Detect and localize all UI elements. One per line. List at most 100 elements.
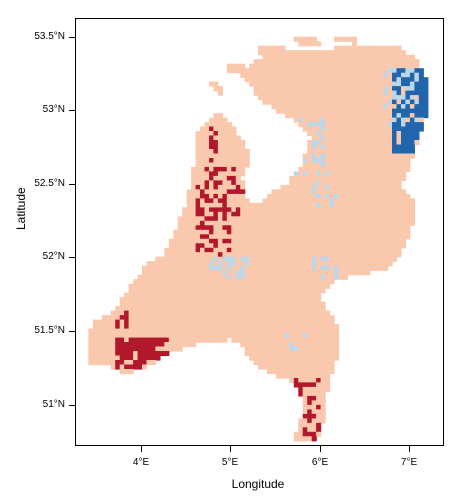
map-cell [204, 216, 210, 222]
map-cell [302, 369, 308, 375]
map-cell [320, 328, 326, 334]
map-cell [414, 131, 420, 137]
map-cell [329, 59, 335, 65]
map-cell [316, 113, 322, 119]
map-cell [298, 238, 304, 244]
map-cell [262, 77, 268, 83]
map-cell [289, 256, 295, 262]
map-cell [217, 274, 223, 280]
map-cell [213, 319, 219, 325]
map-cell [387, 216, 393, 222]
map-cell [209, 319, 215, 325]
map-cell [240, 252, 246, 258]
map-cell [195, 153, 201, 159]
map-cell [226, 184, 232, 190]
map-cell [369, 144, 375, 150]
map-cell [159, 256, 165, 262]
map-cell [204, 211, 210, 217]
map-cell [258, 360, 264, 366]
map-cell [325, 324, 331, 330]
map-cell [325, 279, 331, 285]
map-cell [168, 346, 174, 352]
map-cell [302, 234, 308, 240]
map-cell [128, 301, 134, 307]
map-cell [92, 333, 98, 339]
map-cell [200, 184, 206, 190]
map-cell [392, 68, 398, 74]
map-cell [320, 342, 326, 348]
map-cell [414, 95, 420, 101]
map-cell [124, 324, 130, 330]
map-cell [222, 256, 228, 262]
map-cell [159, 274, 165, 280]
map-cell [311, 431, 317, 437]
map-cell [365, 229, 371, 235]
map-cell [226, 180, 232, 186]
map-cell [316, 198, 322, 204]
map-cell [213, 166, 219, 172]
map-cell [204, 333, 210, 339]
map-cell [329, 77, 335, 83]
map-cell [195, 184, 201, 190]
map-cell [329, 369, 335, 375]
map-cell [275, 99, 281, 105]
map-cell [177, 346, 183, 352]
map-cell [307, 400, 313, 406]
map-cell [320, 225, 326, 231]
map-cell [401, 135, 407, 141]
map-cell [307, 351, 313, 357]
map-cell [222, 198, 228, 204]
map-cell [289, 54, 295, 60]
map-cell [351, 54, 357, 60]
map-cell [106, 360, 112, 366]
map-cell [249, 68, 255, 74]
map-cell [280, 270, 286, 276]
map-cell [271, 86, 277, 92]
map-cell [271, 256, 277, 262]
map-cell [186, 202, 192, 208]
map-cell [146, 301, 152, 307]
map-cell [293, 373, 299, 379]
map-cell [316, 404, 322, 410]
map-cell [186, 252, 192, 258]
map-cell [249, 252, 255, 258]
map-cell [325, 351, 331, 357]
map-cell [325, 104, 331, 110]
map-cell [409, 135, 415, 141]
map-cell [150, 351, 156, 357]
map-cell [423, 77, 429, 83]
map-cell [289, 247, 295, 253]
map-cell [195, 135, 201, 141]
map-cell [222, 238, 228, 244]
map-cell [325, 153, 331, 159]
map-cell [409, 59, 415, 65]
map-cell [316, 184, 322, 190]
map-cell [240, 261, 246, 267]
map-cell [409, 198, 415, 204]
map-cell [267, 270, 273, 276]
map-cell [159, 351, 165, 357]
map-cell [316, 99, 322, 105]
map-cell [298, 274, 304, 280]
map-cell [302, 360, 308, 366]
map-cell [307, 220, 313, 226]
map-cell [311, 135, 317, 141]
map-cell [275, 202, 281, 208]
map-cell [325, 378, 331, 384]
map-cell [280, 72, 286, 78]
map-cell [217, 252, 223, 258]
map-cell [226, 171, 232, 177]
map-cell [240, 247, 246, 253]
map-cell [271, 324, 277, 330]
map-cell [284, 265, 290, 271]
map-cell [320, 81, 326, 87]
map-cell [133, 297, 139, 303]
y-tick-mark [69, 110, 75, 111]
map-cell [338, 135, 344, 141]
map-cell [146, 337, 152, 343]
map-cell [293, 104, 299, 110]
map-cell [356, 54, 362, 60]
map-cell [262, 279, 268, 285]
map-cell [414, 90, 420, 96]
map-cell [271, 207, 277, 213]
